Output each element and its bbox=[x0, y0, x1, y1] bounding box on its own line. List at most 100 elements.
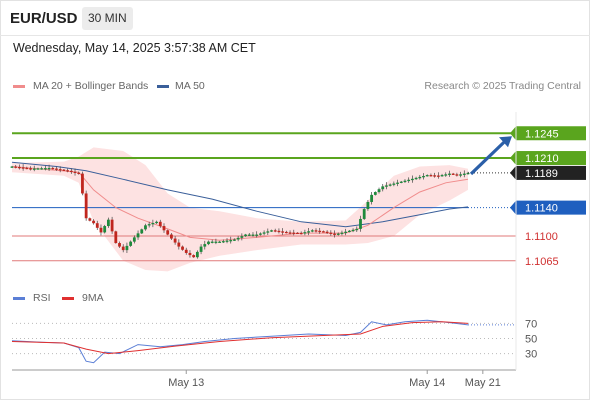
ma50-legend-swatch bbox=[157, 85, 169, 88]
candle-body bbox=[229, 240, 233, 242]
candle-body bbox=[410, 178, 414, 181]
candle-body bbox=[99, 227, 103, 233]
timeframe-badge[interactable]: 30 MIN bbox=[82, 7, 133, 30]
candle-body bbox=[43, 168, 47, 170]
candle-body bbox=[40, 168, 44, 170]
price-tag-current-bg bbox=[516, 165, 586, 180]
candle-body bbox=[266, 231, 270, 233]
candle-body bbox=[32, 168, 36, 170]
candle-body bbox=[262, 232, 266, 234]
candle-body bbox=[433, 175, 437, 177]
projection-arrow-line bbox=[469, 140, 507, 176]
candle-body bbox=[451, 173, 455, 175]
candle-body bbox=[385, 185, 388, 187]
rsi-tick-70: 70 bbox=[525, 318, 537, 330]
candle-body bbox=[25, 167, 29, 170]
candle-body bbox=[236, 237, 240, 240]
price-tag-1.1140: 1.1140 bbox=[525, 203, 558, 215]
candle-body bbox=[14, 166, 18, 168]
candle-body bbox=[466, 172, 470, 175]
x-tick-label: May 14 bbox=[409, 377, 445, 389]
candle-body bbox=[359, 218, 362, 229]
candle-body bbox=[214, 241, 218, 243]
candle-body bbox=[462, 173, 466, 175]
rsi-ma-line bbox=[11, 321, 469, 355]
candle-body bbox=[132, 237, 136, 242]
candle-body bbox=[347, 230, 351, 233]
ma20-legend-label: MA 20 + Bollinger Bands bbox=[33, 80, 149, 92]
candle-body bbox=[448, 173, 451, 175]
candle-body bbox=[336, 233, 340, 235]
price-tag-1.1210: 1.1210 bbox=[525, 153, 559, 165]
candle-body bbox=[251, 234, 255, 236]
candle-body bbox=[73, 171, 77, 174]
credit-text: Research © 2025 Trading Central bbox=[424, 80, 581, 92]
candle-body bbox=[195, 251, 199, 258]
candle-body bbox=[95, 223, 99, 228]
candle-body bbox=[173, 238, 177, 243]
x-tick-label: May 21 bbox=[465, 377, 501, 389]
candle-body bbox=[181, 246, 184, 250]
candle-body bbox=[370, 194, 374, 202]
candle-body bbox=[207, 241, 210, 245]
candle-body bbox=[377, 189, 381, 193]
candle-body bbox=[310, 230, 314, 232]
price-tag-current: 1.1189 bbox=[525, 168, 558, 180]
candle-body bbox=[110, 219, 114, 232]
candle-body bbox=[270, 230, 273, 232]
candle-body bbox=[221, 241, 225, 243]
candle-body bbox=[296, 232, 299, 235]
rsi-ma-legend-label: 9MA bbox=[82, 292, 104, 304]
candle-body bbox=[281, 231, 285, 233]
price-label-1.1065: 1.1065 bbox=[525, 256, 559, 268]
candle-body bbox=[333, 233, 336, 235]
candle-body bbox=[373, 192, 377, 195]
price-tag-1.1210-bg bbox=[516, 151, 586, 166]
candle-body bbox=[414, 177, 418, 180]
rsi-line bbox=[11, 319, 469, 364]
candle-body bbox=[240, 236, 244, 238]
candle-body bbox=[103, 226, 107, 233]
datetime-text: Wednesday, May 14, 2025 3:57:38 AM CET bbox=[13, 41, 256, 55]
candle-body bbox=[244, 234, 247, 237]
candle-body bbox=[403, 180, 407, 183]
candle-body bbox=[381, 186, 385, 190]
ma50-legend-label: MA 50 bbox=[175, 80, 205, 92]
candle-body bbox=[299, 232, 303, 235]
price-tag-1.1140-bg bbox=[516, 200, 586, 215]
candle-body bbox=[121, 246, 125, 251]
projection-arrow-head bbox=[499, 136, 512, 148]
candle-body bbox=[162, 226, 166, 231]
candle-body bbox=[21, 167, 25, 169]
candle-body bbox=[51, 167, 55, 170]
candle-body bbox=[366, 201, 370, 210]
candle-body bbox=[436, 175, 440, 177]
candle-body bbox=[455, 174, 459, 176]
ma50-line bbox=[11, 161, 469, 228]
bollinger-band-area bbox=[12, 147, 468, 272]
chart-header: EUR/USD 30 MIN bbox=[0, 0, 590, 36]
candle-body bbox=[325, 231, 329, 234]
rsi-tick-30: 30 bbox=[525, 349, 537, 361]
candle-body bbox=[233, 239, 236, 241]
candle-body bbox=[170, 234, 173, 239]
candle-body bbox=[151, 222, 155, 225]
candle-body bbox=[184, 249, 188, 253]
rsi-legend-label: RSI bbox=[33, 292, 51, 304]
candle-body bbox=[307, 231, 310, 233]
price-tag-1.1245: 1.1245 bbox=[525, 128, 559, 140]
candle-body bbox=[322, 231, 325, 233]
price-tag-current-pointer bbox=[510, 165, 516, 180]
candle-body bbox=[199, 246, 203, 252]
candle-body bbox=[247, 234, 251, 236]
candle-body bbox=[62, 169, 66, 171]
rsi-ma-legend-swatch bbox=[62, 297, 74, 300]
candle-body bbox=[258, 233, 262, 235]
candle-body bbox=[58, 169, 62, 171]
price-tag-1.1140-pointer bbox=[510, 200, 516, 215]
candle-body bbox=[284, 231, 288, 234]
candle-body bbox=[106, 219, 110, 227]
candle-body bbox=[388, 184, 392, 186]
candle-body bbox=[314, 230, 318, 232]
price-tag-1.1245-bg bbox=[516, 126, 586, 141]
